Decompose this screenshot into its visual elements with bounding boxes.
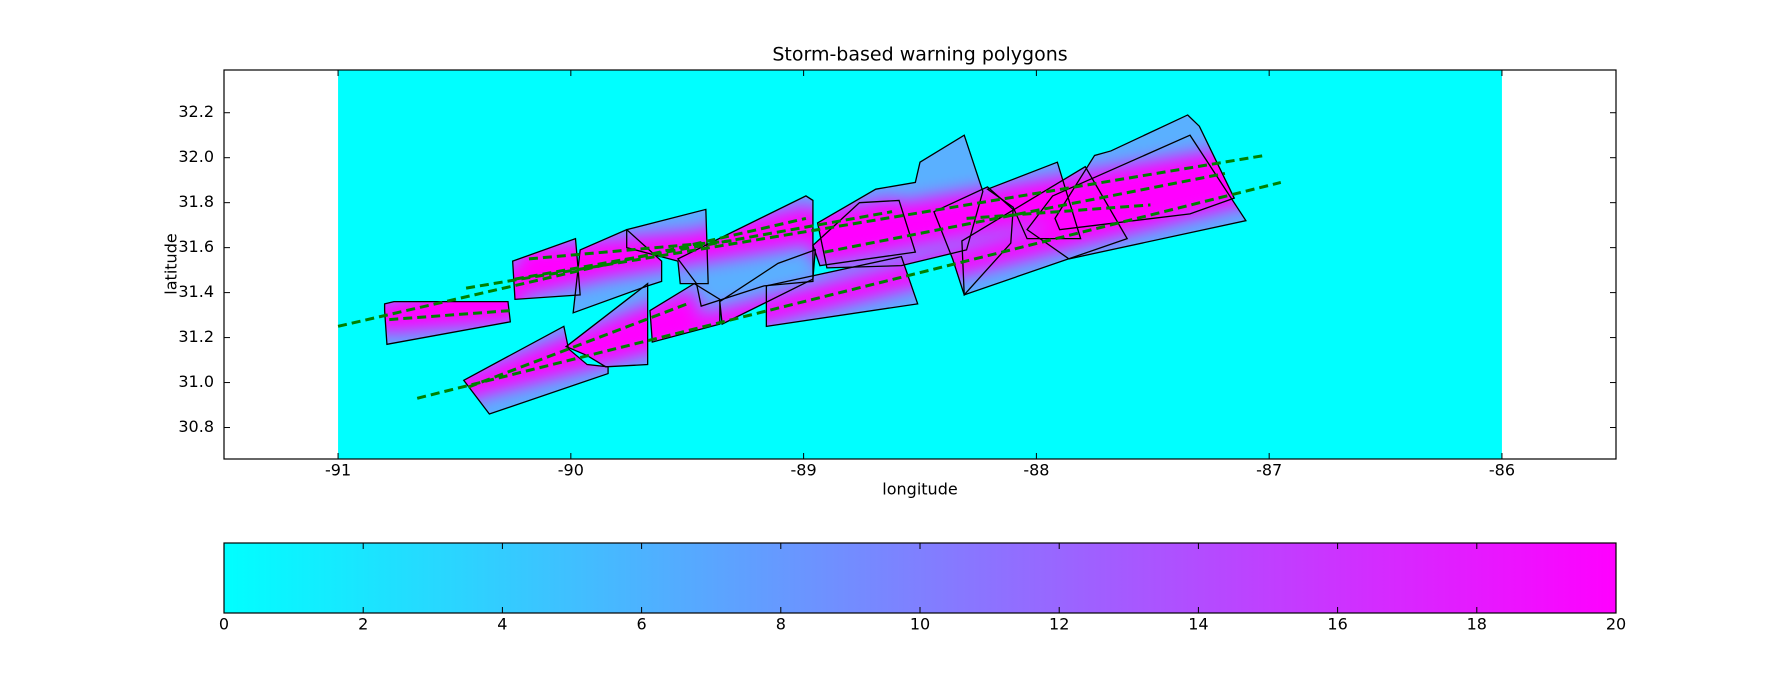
x-tick-label: -87 bbox=[1256, 461, 1282, 480]
warning-polygon bbox=[511, 237, 581, 301]
storm-track bbox=[465, 153, 1265, 290]
x-tick-label: -88 bbox=[1023, 461, 1049, 480]
colorbar-tick-label: 8 bbox=[776, 615, 786, 634]
axes-frame bbox=[223, 69, 1617, 460]
warning-polygon bbox=[1054, 114, 1236, 231]
warning-polygon bbox=[676, 195, 814, 307]
storm-track bbox=[467, 302, 688, 389]
y-tick-label: 31.0 bbox=[178, 372, 214, 391]
storm-track bbox=[966, 203, 1151, 220]
warning-polygon bbox=[986, 161, 1082, 240]
plot-area bbox=[337, 70, 1502, 459]
x-tick-label: -91 bbox=[325, 461, 351, 480]
y-tick-label: 32.2 bbox=[178, 102, 214, 121]
warning-polygon bbox=[564, 282, 649, 368]
x-tick-label: -90 bbox=[558, 461, 584, 480]
y-tick-label: 31.8 bbox=[178, 192, 214, 211]
colorbar bbox=[223, 542, 1617, 614]
colorbar-tick-label: 6 bbox=[637, 615, 647, 634]
storm-track bbox=[337, 216, 807, 328]
y-tick-label: 31.6 bbox=[178, 237, 214, 256]
y-tick-label: 30.8 bbox=[178, 417, 214, 436]
storm-track bbox=[514, 210, 893, 281]
colorbar-tick-label: 4 bbox=[497, 615, 507, 634]
warning-polygon bbox=[649, 282, 721, 343]
warning-polygon bbox=[961, 165, 1129, 296]
colorbar-tick-label: 10 bbox=[910, 615, 930, 634]
storm-track bbox=[528, 239, 732, 261]
x-tick-label: -86 bbox=[1489, 461, 1515, 480]
warning-polygon bbox=[626, 208, 709, 285]
y-tick-label: 31.4 bbox=[178, 282, 214, 301]
x-tick-label: -89 bbox=[791, 461, 817, 480]
colorbar-tick-label: 16 bbox=[1327, 615, 1347, 634]
colorbar-tick-label: 18 bbox=[1467, 615, 1487, 634]
warning-polygon bbox=[719, 248, 816, 326]
warning-polygon bbox=[383, 300, 512, 346]
colorbar-tick-label: 20 bbox=[1606, 615, 1626, 634]
y-axis-label: latitude bbox=[162, 233, 181, 294]
chart-title: Storm-based warning polygons bbox=[772, 44, 1067, 66]
colorbar-tick-label: 0 bbox=[219, 615, 229, 634]
x-axis-label: longitude bbox=[882, 480, 957, 499]
y-tick-label: 32.0 bbox=[178, 147, 214, 166]
colorbar-tick-label: 2 bbox=[358, 615, 368, 634]
warning-polygon bbox=[462, 325, 609, 415]
warning-polygon bbox=[933, 186, 1014, 297]
colorbar-tick-label: 14 bbox=[1188, 615, 1208, 634]
colorbar-tick-label: 12 bbox=[1049, 615, 1069, 634]
y-tick-label: 31.2 bbox=[178, 327, 214, 346]
warning-polygon bbox=[816, 134, 984, 269]
storm-track bbox=[389, 309, 511, 322]
warning-polygon bbox=[1026, 134, 1247, 260]
storm-track bbox=[416, 180, 1282, 400]
warning-polygon bbox=[812, 199, 917, 267]
